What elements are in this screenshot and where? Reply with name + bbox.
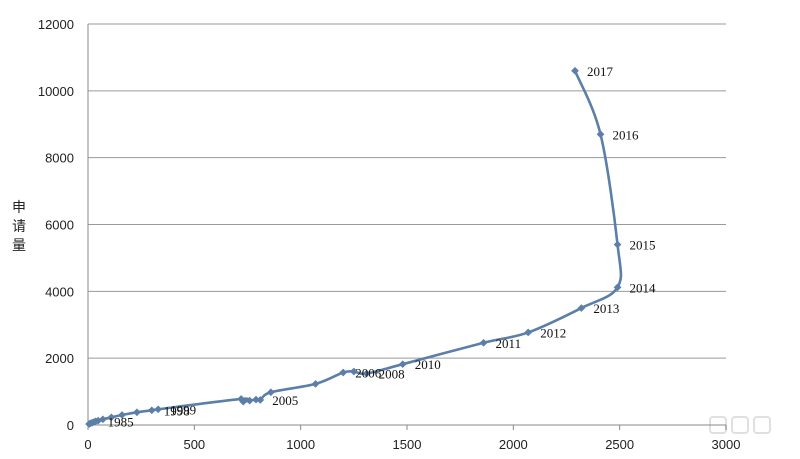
x-tick-label: 500 [183,437,205,452]
data-point-marker [613,283,622,292]
data-point-marker [311,379,320,388]
data-point-marker [398,360,407,369]
data-point-marker [118,411,126,419]
data-point-marker [107,413,116,422]
data-point-marker [577,304,586,312]
point-label: 2016 [613,127,640,142]
y-axis-title-char: 申 [12,200,26,216]
y-tick-label: 6000 [45,218,74,233]
data-point-marker [245,396,254,405]
x-tick-label: 3000 [712,437,741,452]
data-point-marker [596,130,605,139]
point-label: 2005 [272,393,298,408]
gridlines [88,23,726,359]
data-point-marker [349,367,358,376]
point-label: 1999 [170,402,196,417]
point-label: 2006 [355,366,382,381]
series [85,66,623,428]
y-tick-label: 2000 [45,351,74,366]
data-point-marker [132,408,141,417]
data-point-marker [266,388,275,397]
data-point-marker [256,395,265,404]
y-tick-label: 12000 [38,17,74,32]
data-point-marker [613,240,622,249]
point-label: 1998 [164,403,190,418]
watermark-logo-icon [709,416,771,434]
data-point-marker [362,369,371,378]
point-label: 2013 [593,301,619,316]
data-point-marker [239,397,248,406]
y-axis-title-char: 请 [12,219,26,235]
data-point-marker [147,406,156,415]
data-point-marker [339,368,348,377]
y-axis-title: 申请量 [12,200,26,254]
point-label: 2017 [587,64,614,79]
x-tick-label: 2500 [605,437,634,452]
data-point-marker [154,405,163,414]
x-tick-label: 2000 [499,437,528,452]
data-point-marker [524,328,533,337]
x-tick-label: 1000 [286,437,315,452]
data-point-marker [98,415,107,424]
y-tick-label: 4000 [45,284,74,299]
y-axis-title-char: 量 [12,238,26,254]
y-tick-label: 0 [67,418,74,433]
y-tick-label: 10000 [38,84,74,99]
data-point-marker [571,66,579,75]
y-tick-label: 8000 [45,151,74,166]
tick-labels: 0 2000 4000 6000 8000 10000 12000 0 500 1000 1500 2… [38,17,741,452]
x-tick-label: 1500 [393,437,422,452]
point-label: 2015 [630,238,656,253]
point-label: 1985 [108,414,134,429]
data-point-marker [479,338,488,347]
point-label: 2014 [630,280,657,295]
point-label: 2010 [415,357,441,372]
x-tick-label: 0 [84,437,91,452]
point-label: 2012 [540,325,566,340]
point-label: 2011 [496,336,522,351]
point-label: 2008 [379,367,405,382]
axes [87,24,727,430]
